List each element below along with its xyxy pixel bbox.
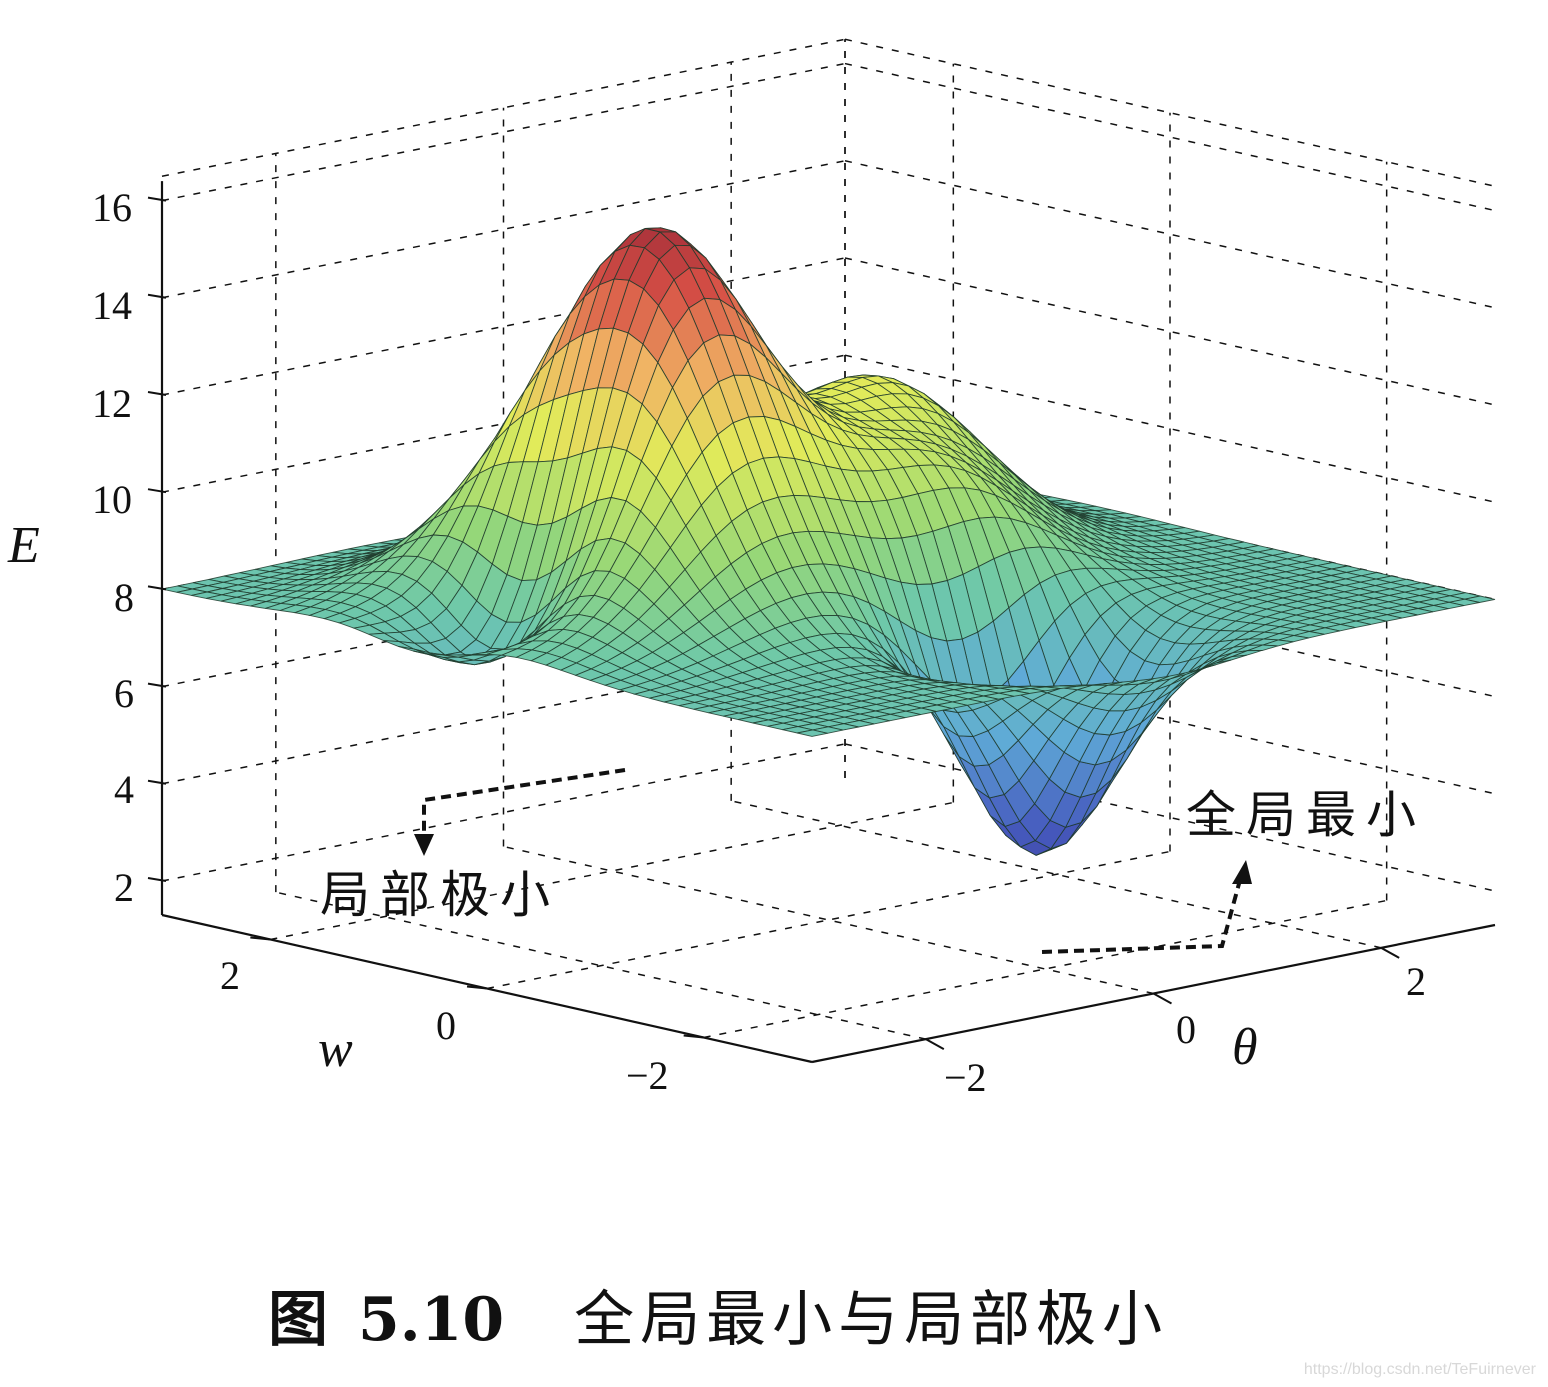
caption-prefix: 图 — [268, 1285, 328, 1355]
z-tick-4: 4 — [114, 767, 134, 812]
z-tick — [147, 682, 167, 688]
z-tick — [147, 488, 167, 494]
w-tick — [250, 936, 271, 941]
local-minimum-annotation: 局部极小 — [320, 866, 560, 924]
z-tick-14: 14 — [92, 283, 132, 328]
grid-line — [161, 62, 846, 202]
local-min-arrow — [422, 768, 626, 836]
w-tick-2: 2 — [220, 953, 240, 998]
arrow-down-icon — [414, 834, 434, 856]
grid-line — [161, 160, 846, 299]
w-axis-label: w — [318, 1021, 353, 1078]
z-tick-2: 2 — [114, 865, 134, 910]
surface-mesh — [161, 227, 1496, 856]
surface-plot: 16 14 12 10 8 6 4 2 2 0 −2 −2 0 2 E w θ … — [8, 38, 1496, 1100]
w-tick-neg2: −2 — [626, 1053, 669, 1098]
theta-tick-0: 0 — [1176, 1007, 1196, 1052]
watermark: https://blog.csdn.net/TeFuirnever — [1303, 1361, 1536, 1378]
z-tick-10: 10 — [92, 477, 132, 522]
caption-number: 5.10 — [358, 1285, 505, 1355]
z-tick — [147, 196, 167, 202]
surface-patch — [797, 729, 828, 737]
w-tick — [466, 985, 488, 990]
grid-line — [161, 38, 846, 178]
plot-canvas — [147, 38, 1496, 1064]
z-tick — [147, 876, 167, 882]
caption-title: 全局最小与局部极小 — [574, 1285, 1169, 1355]
global-minimum-annotation: 全局最小 — [1186, 786, 1426, 844]
w-tick — [683, 1034, 704, 1039]
theta-tick — [1153, 992, 1172, 1005]
z-tick-6: 6 — [114, 671, 134, 716]
grid-line — [703, 899, 1387, 1039]
theta-tick-neg2: −2 — [944, 1055, 987, 1100]
theta-tick — [1380, 946, 1400, 959]
z-tick-16: 16 — [92, 185, 132, 230]
figure-caption: 图 5.10 全局最小与局部极小 — [268, 1290, 1168, 1350]
w-tick-0: 0 — [436, 1003, 456, 1048]
global-min-arrow — [1041, 879, 1242, 954]
annotation-arrows — [414, 768, 1252, 954]
z-tick — [147, 585, 167, 591]
grid-line — [503, 845, 1154, 995]
theta-axis-label: θ — [1232, 1019, 1258, 1076]
grid-line — [486, 850, 1171, 990]
grid-line — [270, 801, 954, 941]
z-axis-label: E — [8, 517, 40, 574]
z-tick-12: 12 — [92, 381, 132, 426]
z-tick — [147, 293, 167, 299]
theta-tick-2: 2 — [1406, 959, 1426, 1004]
arrow-up-icon — [1232, 860, 1252, 884]
z-tick — [147, 779, 167, 785]
z-tick — [147, 390, 167, 396]
theta-tick — [925, 1038, 945, 1051]
axes-lines — [147, 181, 1496, 1064]
grid-line — [161, 257, 846, 396]
z-tick-8: 8 — [114, 575, 134, 620]
